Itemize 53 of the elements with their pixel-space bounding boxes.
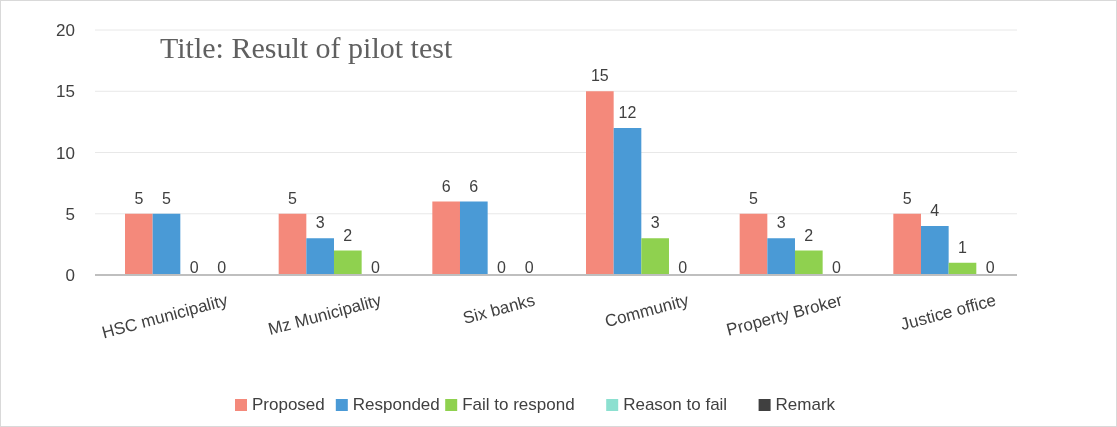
data-label: 0 — [217, 259, 227, 276]
data-label: 5 — [902, 189, 912, 207]
bar — [767, 238, 795, 275]
bar — [893, 213, 921, 275]
data-label: 0 — [189, 259, 199, 276]
bar — [152, 213, 181, 275]
data-label: 0 — [371, 259, 381, 276]
x-tick-label: Six banks — [460, 290, 538, 328]
y-tick-label: 20 — [56, 21, 75, 40]
data-label: 5 — [749, 189, 759, 207]
data-label: 0 — [832, 259, 842, 276]
bar — [459, 201, 488, 275]
bar — [613, 128, 642, 275]
legend-label: Proposed — [252, 395, 325, 414]
x-tick-label: Property Broker — [724, 290, 845, 340]
data-label: 15 — [590, 67, 609, 85]
bar — [125, 213, 153, 275]
data-label: 2 — [804, 226, 814, 244]
legend-label: Fail to respond — [462, 395, 575, 414]
data-label: 0 — [678, 259, 688, 276]
data-label: 3 — [315, 214, 325, 232]
legend-label: Remark — [775, 395, 836, 414]
y-tick-label: 15 — [56, 82, 75, 102]
data-label: 0 — [524, 259, 534, 276]
data-label: 1 — [958, 238, 968, 256]
data-label: 6 — [469, 177, 479, 195]
legend-label: Responded — [352, 395, 440, 414]
data-label: 0 — [985, 259, 995, 276]
y-tick-label: 5 — [65, 204, 75, 224]
bar — [920, 226, 949, 275]
bar — [739, 213, 768, 275]
y-tick-label: 10 — [56, 143, 75, 163]
data-label: 5 — [134, 189, 144, 207]
chart-title: Title: Result of pilot test — [160, 31, 453, 64]
x-tick-label: Justice office — [898, 290, 999, 335]
bar — [306, 238, 334, 275]
data-label: 2 — [343, 226, 353, 244]
bar — [333, 250, 362, 275]
legend-label: Reason to fail — [623, 395, 728, 414]
data-label: 5 — [288, 189, 298, 207]
data-label: 3 — [776, 214, 786, 232]
data-label: 12 — [618, 104, 637, 121]
data-label: 4 — [930, 202, 940, 219]
y-tick-label: 0 — [65, 266, 75, 285]
bar — [586, 91, 614, 275]
bar — [641, 238, 669, 275]
data-label: 6 — [441, 177, 451, 195]
data-label: 0 — [497, 259, 507, 276]
bar — [278, 213, 307, 275]
bar — [432, 201, 460, 275]
data-label: 3 — [650, 214, 660, 232]
data-label: 5 — [162, 189, 172, 207]
bar — [794, 250, 823, 275]
